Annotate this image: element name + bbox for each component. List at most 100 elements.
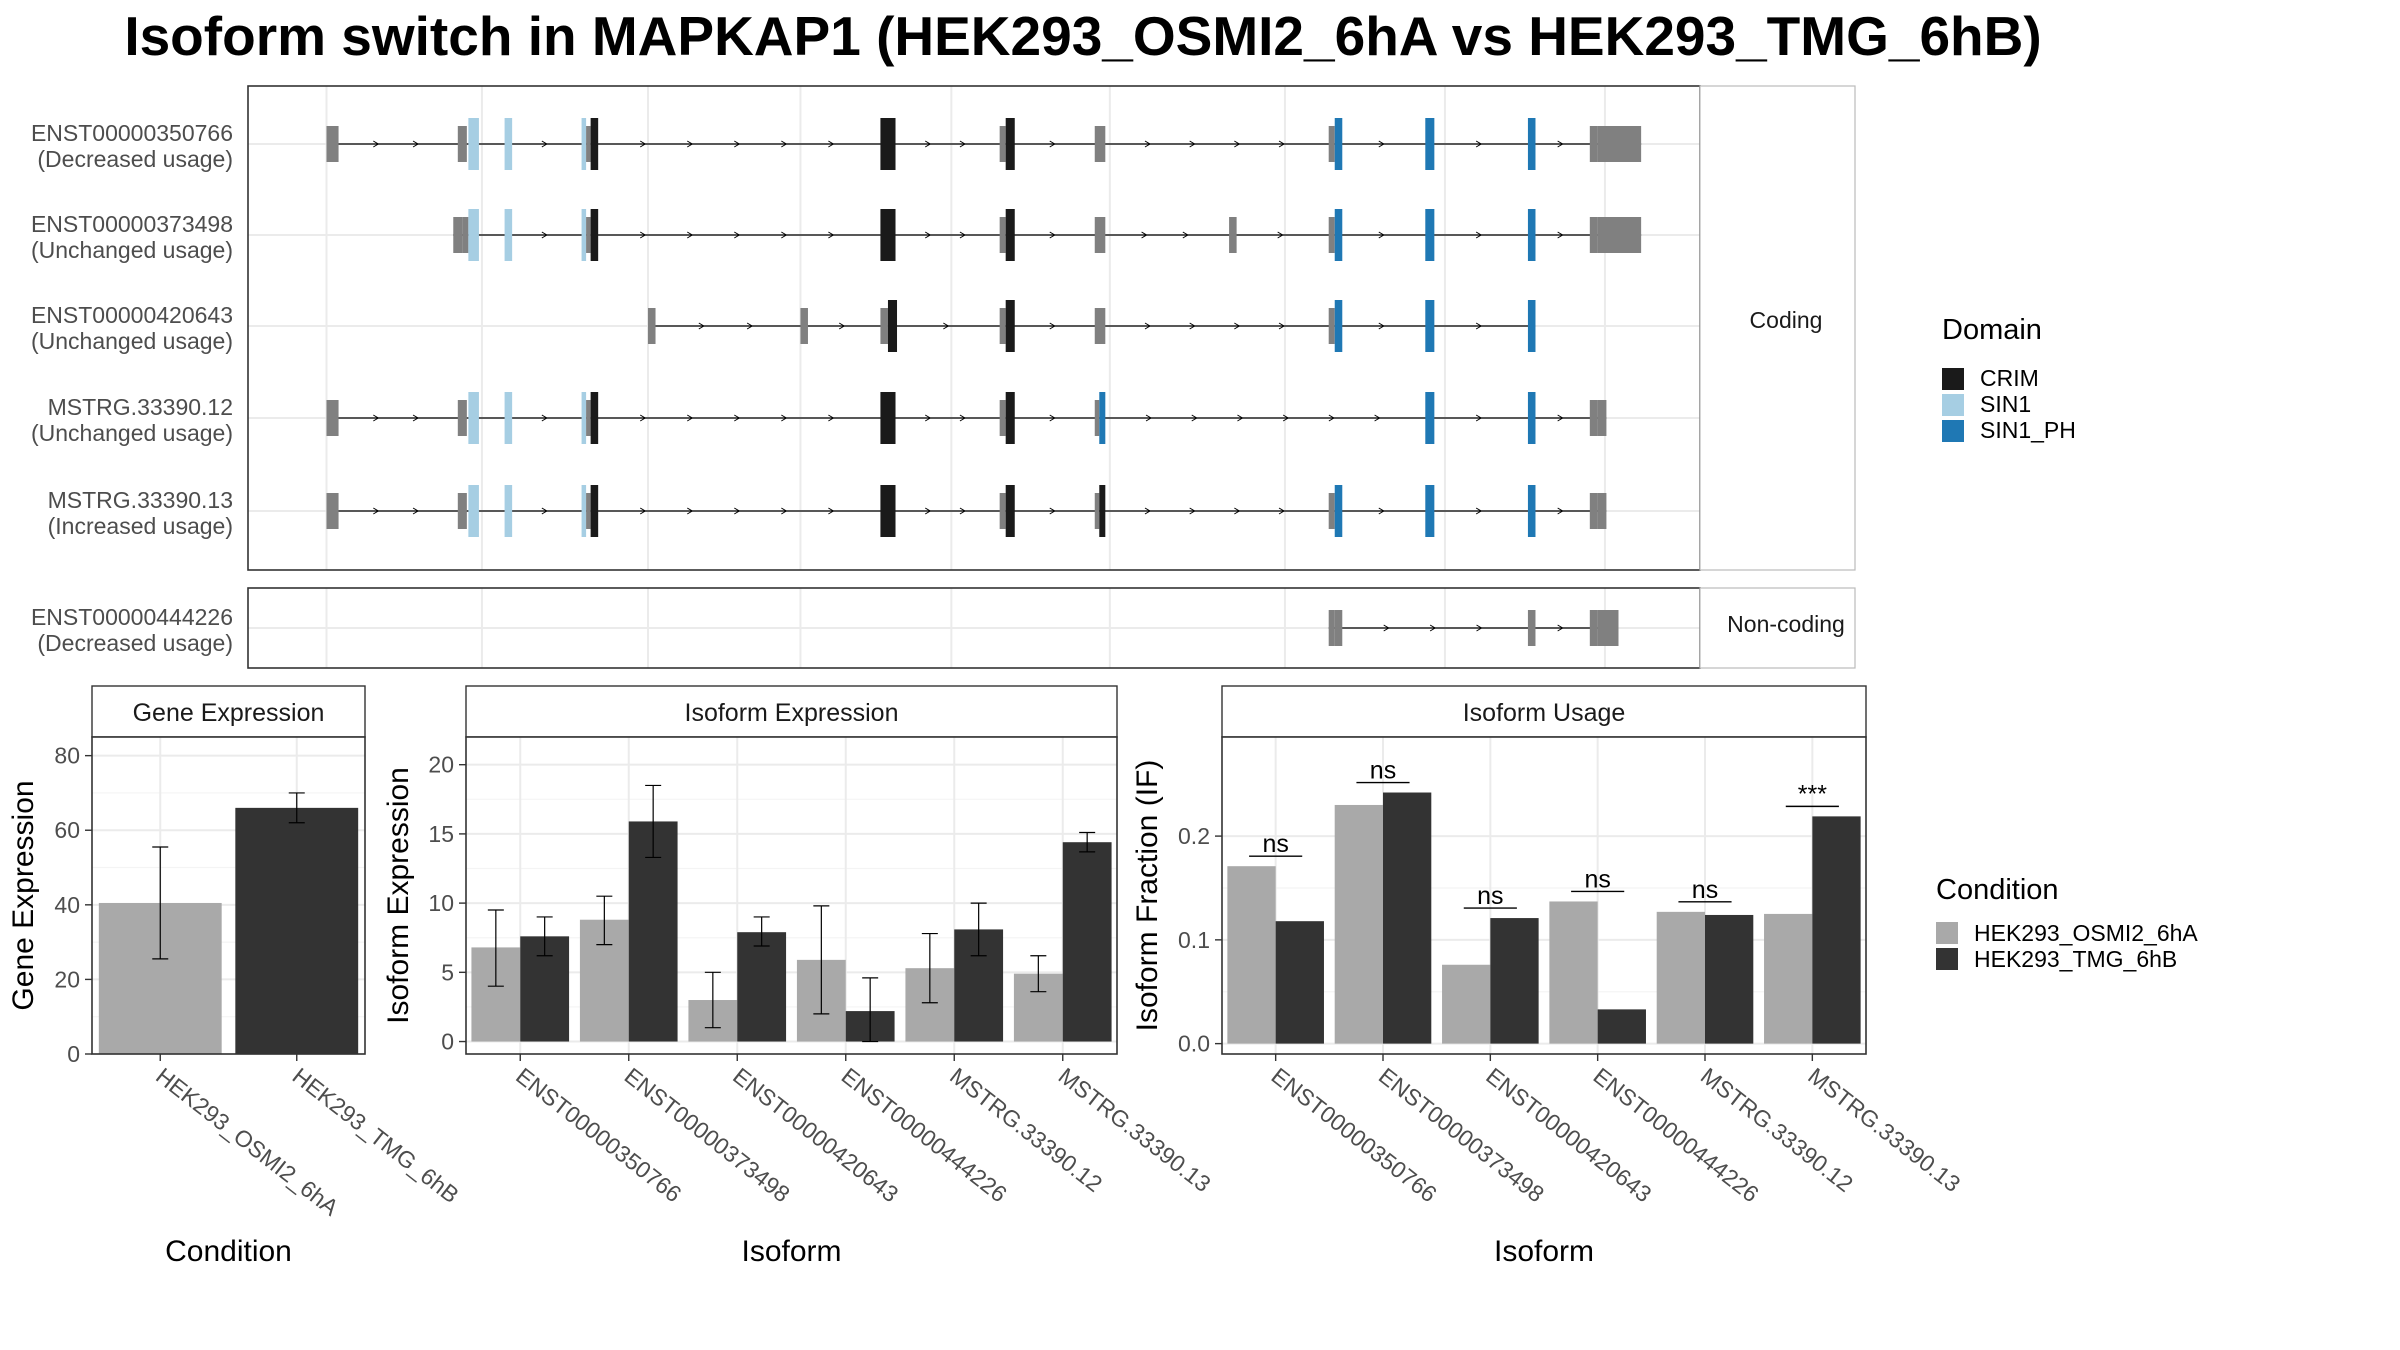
significance-label: ns (1262, 830, 1288, 858)
intron-arrow (1049, 140, 1056, 148)
intron-arrow (1049, 231, 1056, 239)
exon-block (1334, 485, 1343, 537)
intron-arrow (959, 507, 966, 515)
legend-swatch-cond2 (1936, 948, 1958, 970)
exon-block (1005, 209, 1015, 261)
exon-block (1527, 610, 1536, 646)
exon-block (1425, 300, 1435, 352)
y-tick-label: 5 (441, 959, 454, 985)
intron-arrow (1049, 507, 1056, 515)
exon-block (999, 493, 1006, 529)
exon-block (880, 392, 896, 444)
bar (1062, 842, 1112, 1042)
intron-arrow (828, 507, 835, 515)
intron-arrow (541, 140, 548, 148)
intron-arrow (686, 414, 694, 422)
intron-arrow (1475, 507, 1483, 515)
intron-arrow (1429, 624, 1437, 632)
exon-block (581, 118, 587, 170)
exon-block (1527, 118, 1536, 170)
exon-block (1597, 126, 1642, 162)
exon-block (1094, 493, 1100, 529)
intron-arrow (959, 231, 966, 239)
isoform-expression-chart: Isoform Expression05101520ENST0000035076… (382, 685, 1216, 1268)
plot-bg (466, 737, 1117, 1054)
bar (1764, 913, 1813, 1044)
intron-arrow (943, 322, 950, 330)
plot-bg (1222, 737, 1866, 1054)
legend-label-sin1: SIN1 (1980, 391, 2031, 417)
intron-arrow (924, 140, 932, 148)
domain-legend-title: Domain (1942, 314, 2042, 346)
exon-block (1425, 392, 1435, 444)
exon-block (1005, 300, 1015, 352)
legend-label-cond1: HEK293_OSMI2_6hA (1974, 920, 2198, 946)
exon-block (880, 209, 896, 261)
transcript-id-label: MSTRG.33390.12 (48, 394, 233, 420)
exon-block (504, 118, 513, 170)
transcript-structure-coding: ENST00000350766(Decreased usage) ENST0000… (31, 85, 1856, 571)
intron-arrow (781, 231, 788, 239)
legend-label-cond2: HEK293_TMG_6hB (1974, 946, 2177, 972)
plot-border (91, 736, 366, 1055)
bar (1442, 964, 1491, 1044)
intron-arrow (639, 507, 647, 515)
intron-arrow (1475, 140, 1483, 148)
intron-arrow (734, 140, 741, 148)
y-tick-label: 0.1 (1178, 927, 1210, 953)
y-tick-label: 15 (428, 821, 454, 847)
bar (628, 821, 678, 1042)
exon-block (1099, 392, 1106, 444)
exon-block (1005, 392, 1015, 444)
transcript-usage-label: (Unchanged usage) (31, 237, 233, 263)
exon-block (1334, 300, 1343, 352)
exon-block (1425, 118, 1435, 170)
intron-arrow (1378, 507, 1385, 515)
transcript-id-label: ENST00000420643 (31, 302, 233, 328)
exon-block (1527, 300, 1536, 352)
figure-title: Isoform switch in MAPKAP1 (HEK293_OSMI2_… (124, 5, 2041, 67)
significance-label: ns (1584, 865, 1610, 893)
bar (1334, 804, 1383, 1044)
y-tick-label: 60 (54, 817, 80, 843)
intron-arrow (1145, 414, 1153, 422)
exon-block (1334, 209, 1343, 261)
exon-block (1527, 209, 1536, 261)
bar (1275, 921, 1324, 1044)
intron-arrow (1374, 414, 1381, 422)
intron-arrow (1144, 322, 1151, 330)
y-tick-label: 10 (428, 890, 454, 916)
exon-block (1589, 610, 1598, 646)
intron-arrow (1189, 140, 1196, 148)
intron-arrow (412, 414, 420, 422)
intron-arrow (1144, 140, 1151, 148)
panel-title: Gene Expression (133, 699, 325, 727)
intron-arrow (373, 507, 380, 515)
intron-arrow (373, 414, 380, 422)
exon-block (1328, 493, 1335, 529)
intron-arrow (1557, 624, 1564, 632)
bar (1549, 901, 1598, 1044)
intron-arrow (541, 414, 548, 422)
exon-block (1589, 493, 1598, 529)
exon-block (1334, 610, 1343, 646)
y-axis-title: Isoform Fraction (IF) (1131, 760, 1164, 1032)
legend-label-crim: CRIM (1980, 365, 2039, 391)
exon-block (504, 485, 513, 537)
exon-block (880, 485, 896, 537)
exon-block (1527, 485, 1536, 537)
exon-block (1425, 485, 1435, 537)
intron-arrow (1557, 231, 1564, 239)
exon-block (1328, 610, 1335, 646)
bar (737, 932, 787, 1042)
exon-block (880, 118, 896, 170)
transcript-usage-label: (Increased usage) (48, 513, 233, 539)
intron-arrow (541, 507, 548, 515)
exon-block (800, 308, 808, 344)
intron-arrow (1475, 414, 1483, 422)
exon-block (1334, 118, 1343, 170)
intron-arrow (1278, 507, 1285, 515)
significance-label: ns (1477, 882, 1503, 910)
